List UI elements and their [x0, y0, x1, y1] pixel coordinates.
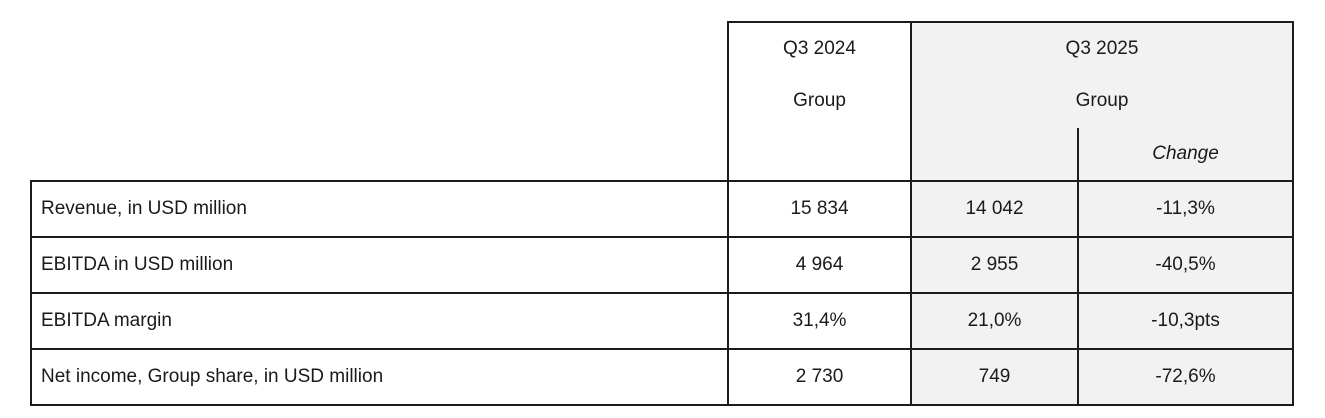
header-spacer-cell [31, 22, 728, 181]
header-change-line: Change [913, 127, 1291, 179]
row-label-cell: Revenue, in USD million [30, 180, 729, 238]
q3-2024-value-cell: 4 964 [727, 236, 912, 294]
header-q3-2024-empty-line [730, 128, 909, 179]
q3-2025-value-cell: 21,0% [910, 292, 1079, 350]
table-row-net-income: Net income, Group share, in USD million … [30, 348, 1294, 406]
header-q3-2025-scope: Group [1075, 90, 1129, 112]
table-row-ebitda: EBITDA in USD million 4 964 2 955 -40,5% [30, 236, 1294, 294]
q3-2024-value-cell: 2 730 [727, 348, 912, 406]
header-q3-2024-period: Q3 2024 [783, 38, 856, 60]
change-value-cell: -40,5% [1077, 236, 1294, 294]
header-q3-2024-scope: Group [793, 90, 846, 112]
q3-2025-value-cell: 2 955 [910, 236, 1079, 294]
header-subcolumn-divider [1077, 127, 1079, 179]
q3-2025-value-cell: 14 042 [910, 180, 1079, 238]
quarterly-results-table: Q3 2024 Group Q3 2025 Group Change Reven… [30, 21, 1294, 406]
q3-2024-value-cell: 15 834 [727, 180, 912, 238]
q3-2025-value-cell: 749 [910, 348, 1079, 406]
row-label-cell: Net income, Group share, in USD million [30, 348, 729, 406]
header-q3-2025-period: Q3 2025 [1065, 38, 1139, 60]
change-value-cell: -72,6% [1077, 348, 1294, 406]
header-q3-2025-group: Q3 2025 Group Change [910, 21, 1294, 182]
header-row: Q3 2024 Group Q3 2025 Group Change [31, 21, 1294, 182]
change-value-cell: -10,3pts [1077, 292, 1294, 350]
q3-2024-value-cell: 31,4% [727, 292, 912, 350]
row-label-cell: EBITDA in USD million [30, 236, 729, 294]
header-change-label: Change [1152, 142, 1219, 164]
row-label-cell: EBITDA margin [30, 292, 729, 350]
change-value-cell: -11,3% [1077, 180, 1294, 238]
table-row-ebitda-margin: EBITDA margin 31,4% 21,0% -10,3pts [30, 292, 1294, 350]
header-q3-2024: Q3 2024 Group [727, 21, 912, 182]
table-row-revenue: Revenue, in USD million 15 834 14 042 -1… [30, 180, 1294, 238]
